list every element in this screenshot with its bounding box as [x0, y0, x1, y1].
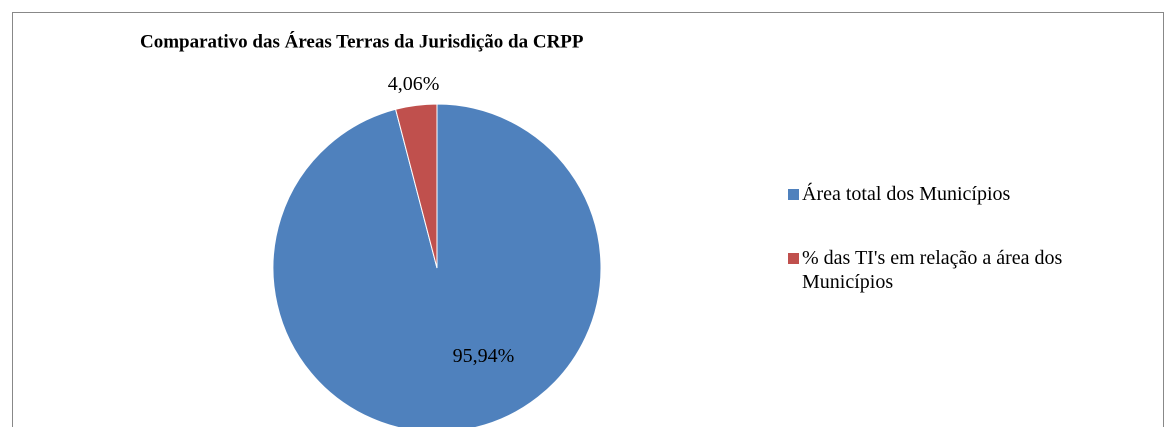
data-label: 4,06% [388, 73, 440, 95]
legend: Área total dos Municípios % das TI's em r… [788, 182, 1118, 334]
pie-slice [395, 103, 438, 269]
legend-label: % das TI's em relação a área dos Municíp… [802, 247, 1063, 293]
legend-swatch [788, 189, 799, 200]
legend-item: Área total dos Municípios [788, 182, 1118, 206]
legend-swatch [788, 253, 799, 264]
data-label: 95,94% [453, 345, 515, 367]
legend-item: % das TI's em relação a área dos Municíp… [788, 246, 1118, 294]
chart-title: Comparativo das Áreas Terras da Jurisdiç… [140, 30, 584, 52]
legend-label: Área total dos Municípios [802, 183, 1011, 205]
